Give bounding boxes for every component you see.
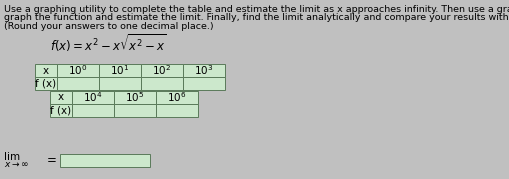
- Polygon shape: [141, 77, 183, 90]
- Polygon shape: [57, 64, 99, 77]
- Polygon shape: [50, 104, 72, 117]
- Polygon shape: [60, 154, 150, 167]
- Text: $f(x) = x^2 - x\sqrt{x^2-x}$: $f(x) = x^2 - x\sqrt{x^2-x}$: [50, 32, 166, 54]
- Text: $10^5$: $10^5$: [125, 91, 145, 104]
- Polygon shape: [50, 91, 72, 104]
- Polygon shape: [114, 91, 156, 104]
- Polygon shape: [57, 77, 99, 90]
- Polygon shape: [141, 64, 183, 77]
- Text: Use a graphing utility to complete the table and estimate the limit as x approac: Use a graphing utility to complete the t…: [4, 5, 509, 14]
- Text: x: x: [58, 93, 64, 103]
- Text: f (x): f (x): [50, 105, 72, 115]
- Text: =: =: [47, 154, 57, 167]
- Polygon shape: [72, 104, 114, 117]
- Text: f (x): f (x): [36, 79, 56, 88]
- Text: x: x: [43, 66, 49, 76]
- Text: $10^0$: $10^0$: [68, 64, 88, 77]
- Polygon shape: [114, 104, 156, 117]
- Text: $10^1$: $10^1$: [110, 64, 130, 77]
- Polygon shape: [99, 64, 141, 77]
- Polygon shape: [99, 77, 141, 90]
- Polygon shape: [183, 77, 225, 90]
- Text: $10^4$: $10^4$: [83, 91, 103, 104]
- Polygon shape: [72, 91, 114, 104]
- Polygon shape: [35, 77, 57, 90]
- Polygon shape: [183, 64, 225, 77]
- Polygon shape: [156, 104, 198, 117]
- Text: $10^3$: $10^3$: [194, 64, 214, 77]
- Text: $10^2$: $10^2$: [152, 64, 172, 77]
- Text: graph the function and estimate the limit. Finally, find the limit analytically : graph the function and estimate the limi…: [4, 13, 509, 23]
- Polygon shape: [35, 64, 57, 77]
- Text: (Round your answers to one decimal place.): (Round your answers to one decimal place…: [4, 22, 214, 31]
- Polygon shape: [156, 91, 198, 104]
- Text: $x \rightarrow \infty$: $x \rightarrow \infty$: [4, 160, 29, 169]
- Text: lim: lim: [4, 152, 20, 162]
- Text: $10^6$: $10^6$: [167, 91, 187, 104]
